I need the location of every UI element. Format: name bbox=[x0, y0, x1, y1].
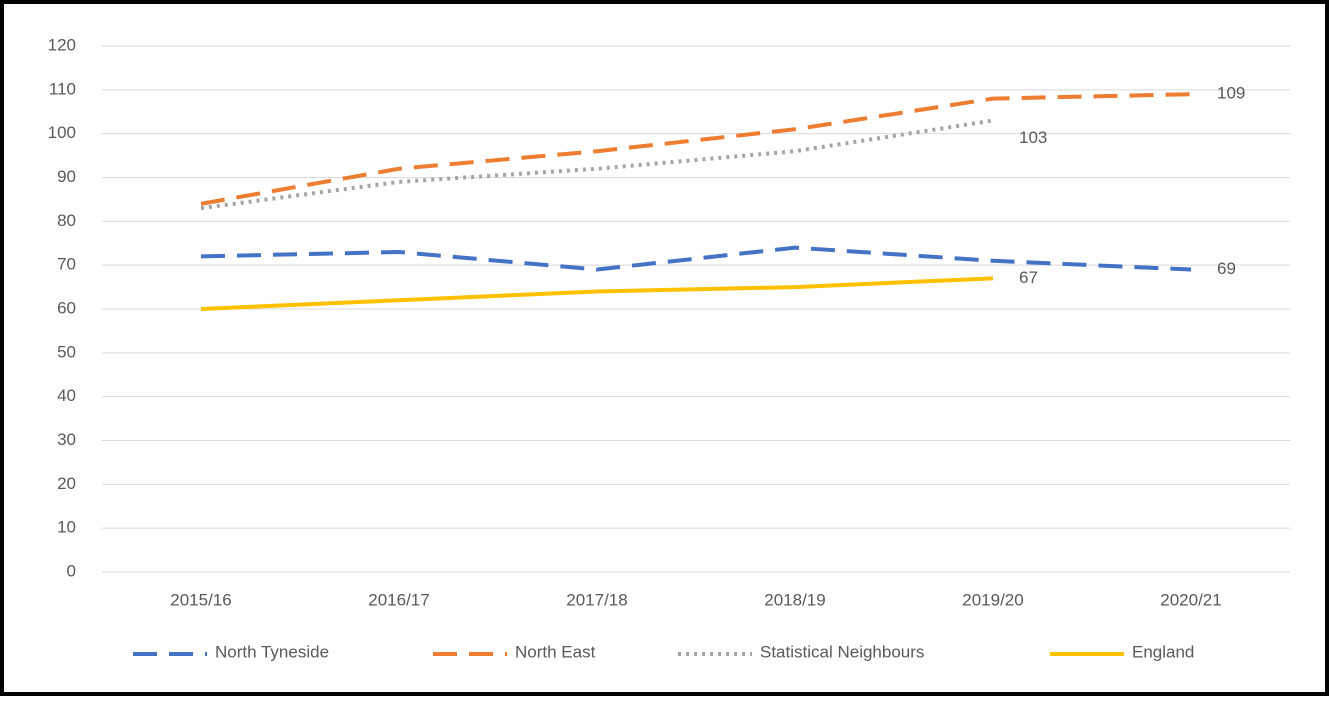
x-tick-label: 2018/19 bbox=[764, 590, 825, 609]
y-tick-label: 90 bbox=[57, 167, 76, 186]
data-label: 109 bbox=[1217, 84, 1245, 103]
y-tick-label: 40 bbox=[57, 386, 76, 405]
legend-label: Statistical Neighbours bbox=[760, 642, 924, 661]
y-tick-label: 110 bbox=[49, 79, 76, 98]
data-label: 103 bbox=[1019, 128, 1047, 147]
y-tick-label: 80 bbox=[57, 211, 76, 230]
x-tick-label: 2016/17 bbox=[368, 590, 429, 609]
x-tick-label: 2015/16 bbox=[170, 590, 231, 609]
y-tick-label: 120 bbox=[48, 35, 76, 54]
series-line bbox=[200, 92, 1192, 206]
x-tick-label: 2017/18 bbox=[566, 590, 627, 609]
data-label: 69 bbox=[1217, 259, 1236, 278]
y-tick-label: 100 bbox=[48, 123, 76, 142]
legend-label: North Tyneside bbox=[215, 642, 329, 661]
y-tick-label: 0 bbox=[67, 561, 76, 580]
y-tick-label: 50 bbox=[57, 342, 76, 361]
legend-label: North East bbox=[515, 642, 596, 661]
y-tick-label: 60 bbox=[57, 298, 76, 317]
y-tick-label: 10 bbox=[57, 518, 76, 537]
data-label: 67 bbox=[1019, 268, 1038, 287]
y-tick-label: 70 bbox=[57, 255, 76, 274]
y-tick-label: 20 bbox=[57, 474, 76, 493]
legend-label: England bbox=[1132, 642, 1194, 661]
x-tick-label: 2019/20 bbox=[962, 590, 1023, 609]
x-tick-label: 2020/21 bbox=[1160, 590, 1221, 609]
series-line bbox=[200, 245, 1192, 272]
series-line bbox=[200, 276, 994, 311]
y-tick-label: 30 bbox=[57, 430, 76, 449]
